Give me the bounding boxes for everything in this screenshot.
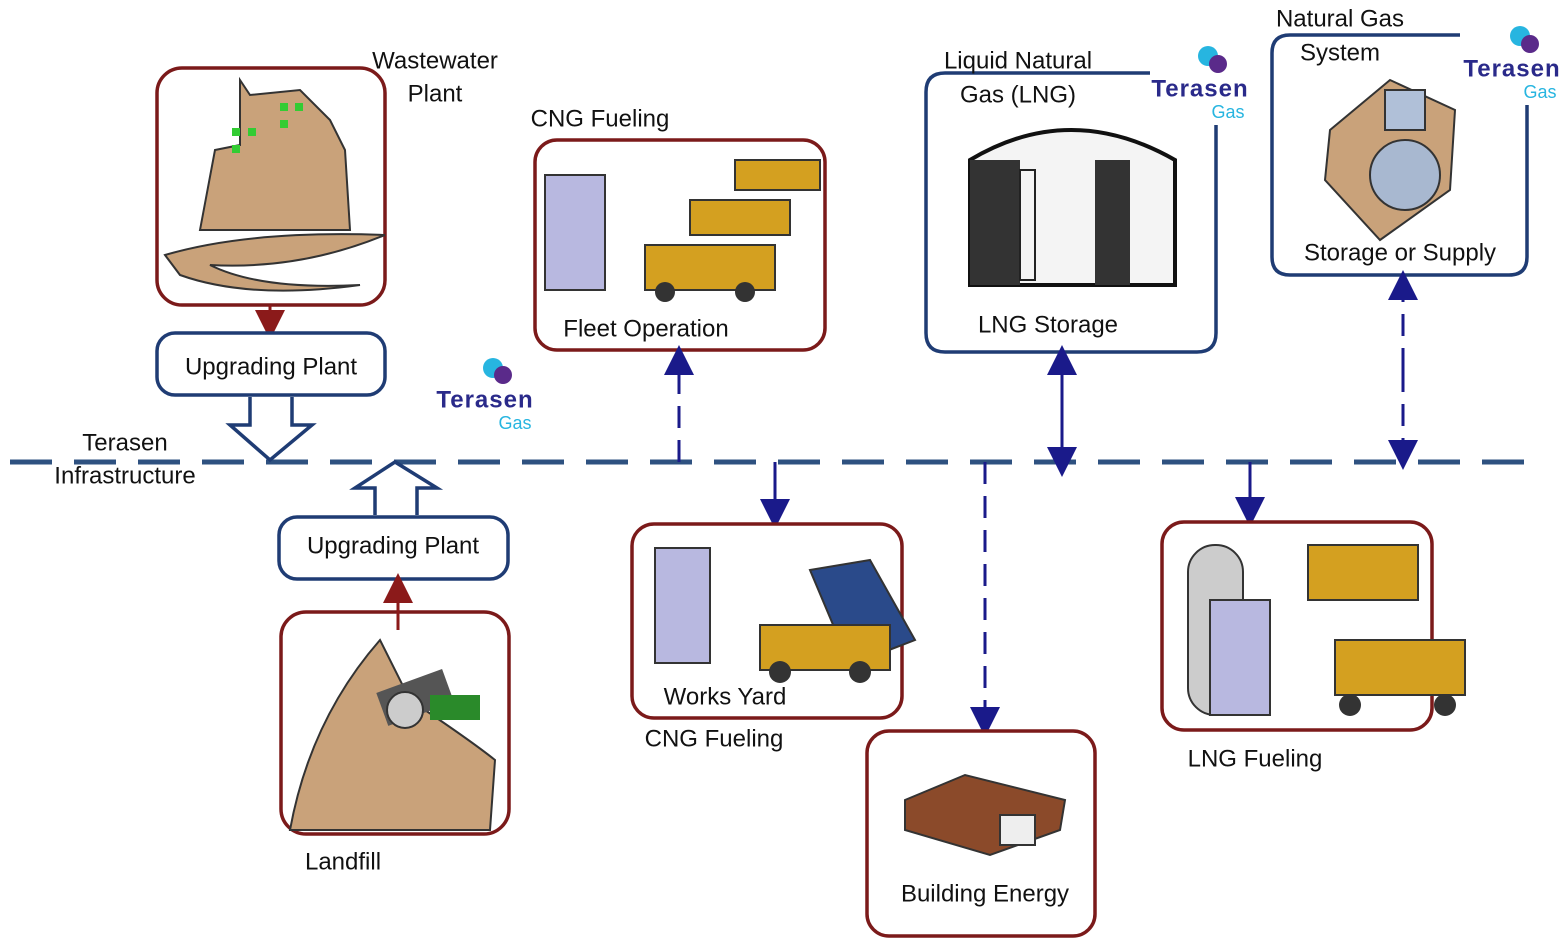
logo-sub: Gas <box>1523 82 1556 102</box>
node-caption: Liquid Natural <box>944 47 1092 74</box>
node-caption: CNG Fueling <box>645 725 784 752</box>
node-label: Storage or Supply <box>1304 239 1496 266</box>
node-label: Upgrading Plant <box>185 353 357 380</box>
node-label: Building Energy <box>901 880 1069 907</box>
node-caption: LNG Fueling <box>1188 745 1323 772</box>
diagram: Terasen Infrastructure Wastewater Plant … <box>0 0 1562 940</box>
node-caption: System <box>1300 39 1380 66</box>
node-label: Fleet Operation <box>563 315 728 342</box>
logo-sub: Gas <box>1211 102 1244 122</box>
node-label: Works Yard <box>664 683 787 710</box>
infrastructure-label: Infrastructure <box>54 462 195 489</box>
node-caption: Plant <box>408 80 463 107</box>
node-caption: Natural Gas <box>1276 5 1404 32</box>
node-caption: Landfill <box>305 848 381 875</box>
logo-name: Terasen <box>436 386 533 413</box>
logo-name: Terasen <box>1463 55 1560 82</box>
tank-icon <box>970 130 1175 285</box>
logo-sub: Gas <box>498 413 531 433</box>
logo-name: Terasen <box>1151 75 1248 102</box>
node-label: Upgrading Plant <box>307 532 479 559</box>
node-caption: Wastewater <box>372 47 498 74</box>
node-label: LNG Storage <box>978 311 1118 338</box>
node-caption: CNG Fueling <box>531 105 670 132</box>
hollow-arrow <box>355 462 437 515</box>
logo: Terasen Gas <box>436 358 533 433</box>
node-caption: Gas (LNG) <box>960 81 1076 108</box>
hollow-arrow <box>230 397 312 460</box>
infrastructure-label: Terasen <box>82 429 167 456</box>
